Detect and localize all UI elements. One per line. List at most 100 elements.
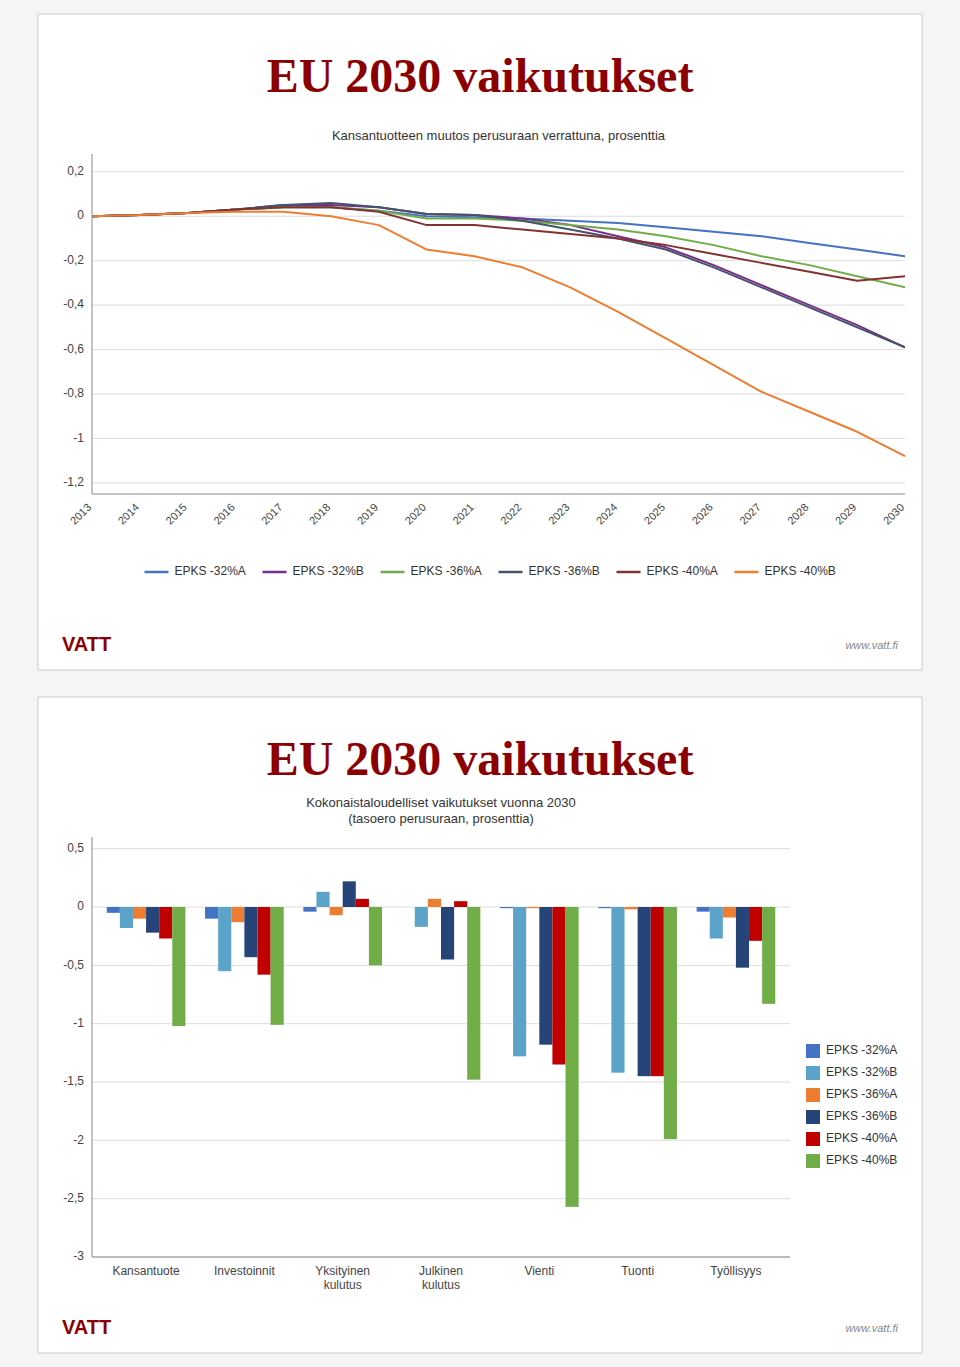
bar (749, 907, 762, 941)
bar (736, 907, 749, 968)
bar (244, 907, 257, 957)
y-axis-line (92, 154, 93, 494)
x-tick-label-line: Julkinen (419, 1264, 463, 1278)
panel-background (38, 14, 922, 670)
legend: EPKS -32%A EPKS -32%B EPKS -36%A EPKS -36%B… (806, 1043, 897, 1168)
grid-line (92, 1257, 790, 1258)
series-line (92, 207, 905, 256)
bar (343, 881, 356, 907)
legend-swatch (806, 1110, 820, 1124)
x-tick-label: Julkinenkulutus (419, 1264, 463, 1292)
footer-logo: VATT (62, 633, 111, 655)
x-axis-line (92, 494, 905, 495)
x-tick-label: 2014 (115, 501, 141, 527)
y-tick-label: -2 (73, 1133, 84, 1147)
bar (428, 899, 441, 907)
plot-marks (107, 881, 776, 1207)
legend-label: EPKS -36%B (826, 1109, 897, 1123)
legend-label: EPKS -32%B (826, 1065, 897, 1079)
bar (664, 907, 677, 1139)
legend-swatch (617, 571, 641, 574)
x-tick-label: 2013 (68, 501, 94, 527)
series-line (92, 205, 905, 347)
x-tick-label: Työllisyys (710, 1264, 761, 1278)
bar (625, 907, 638, 909)
series-line (92, 212, 905, 456)
x-tick-label: 2017 (259, 501, 285, 527)
grid-line (92, 438, 905, 439)
bar (552, 907, 565, 1065)
bar (231, 907, 244, 922)
y-axis-line (92, 837, 93, 1257)
x-tick-label-line: Vienti (524, 1264, 554, 1278)
bar (415, 907, 428, 927)
legend-label: EPKS -40%A (826, 1131, 897, 1145)
series-line (92, 203, 905, 347)
bar (172, 907, 185, 1026)
bar (697, 907, 710, 912)
bar (316, 892, 329, 907)
bar (133, 907, 146, 919)
legend-label: EPKS -36%A (826, 1087, 897, 1101)
grid-line (92, 349, 905, 350)
x-tick-label-line: kulutus (422, 1278, 460, 1292)
y-tick-label: 0,5 (67, 841, 84, 855)
legend-swatch (145, 571, 169, 574)
chart-title: Kansantuotteen muutos perusuraan verratt… (332, 128, 666, 143)
bar (500, 907, 513, 908)
y-tick-label: -1 (73, 1016, 84, 1030)
x-tick-label: 2016 (211, 501, 237, 527)
legend-swatch (381, 571, 405, 574)
x-tick-label: 2028 (785, 501, 811, 527)
x-tick-label: Vienti (524, 1264, 554, 1278)
legend-swatch (806, 1066, 820, 1080)
x-tick-label: 2023 (546, 501, 572, 527)
x-tick-label: Tuonti (621, 1264, 654, 1278)
grid-line (92, 848, 790, 849)
legend-swatch (806, 1132, 820, 1146)
grid-line (92, 171, 905, 172)
bar (651, 907, 664, 1076)
x-tick-label-line: Kansantuote (112, 1264, 180, 1278)
legend-label: EPKS -40%B (826, 1153, 897, 1167)
bar (467, 907, 480, 1080)
bar (723, 907, 736, 918)
x-tick-label: 2026 (689, 501, 715, 527)
x-tick-label: 2021 (450, 501, 476, 527)
chart-title-line: Kansantuotteen muutos perusuraan verratt… (332, 128, 666, 143)
bar (454, 901, 467, 907)
grid-line (92, 482, 905, 483)
x-tick-label: 2025 (641, 501, 667, 527)
bar (356, 899, 369, 907)
legend-label: EPKS -36%B (529, 564, 600, 578)
y-tick-label: -0,6 (63, 342, 84, 356)
legend-label: EPKS -36%A (411, 564, 482, 578)
legend-label: EPKS -32%A (826, 1043, 897, 1057)
y-tick-label: 0 (77, 899, 84, 913)
x-tick-label: 2015 (163, 501, 189, 527)
page-background (0, 0, 960, 1367)
bar (611, 907, 624, 1073)
chart-title: Kokonaistaloudelliset vaikutukset vuonna… (306, 795, 576, 826)
bar (107, 907, 120, 913)
bar (146, 907, 159, 933)
panel: EU 2030 vaikutuksetKansantuotteen muutos… (38, 14, 922, 670)
x-tick-label: Yksityinenkulutus (315, 1264, 370, 1292)
x-tick-label-line: Tuonti (621, 1264, 654, 1278)
panel-background (38, 697, 922, 1353)
panel: EU 2030 vaikutuksetKokonaistaloudelliset… (38, 697, 922, 1353)
bar (441, 907, 454, 960)
x-tick-label: 2020 (402, 501, 428, 527)
bar (369, 907, 382, 965)
grid-line (92, 1023, 790, 1024)
legend-swatch (806, 1088, 820, 1102)
bar (539, 907, 552, 1045)
x-tick-label: 2022 (498, 501, 524, 527)
grid-line (92, 1082, 790, 1083)
legend-label: EPKS -32%A (175, 564, 246, 578)
legend-label: EPKS -40%A (647, 564, 718, 578)
grid-line (92, 394, 905, 395)
x-tick-label-line: Investoinnit (214, 1264, 275, 1278)
y-tick-label: -0,8 (63, 386, 84, 400)
x-tick-label-line: Työllisyys (710, 1264, 761, 1278)
